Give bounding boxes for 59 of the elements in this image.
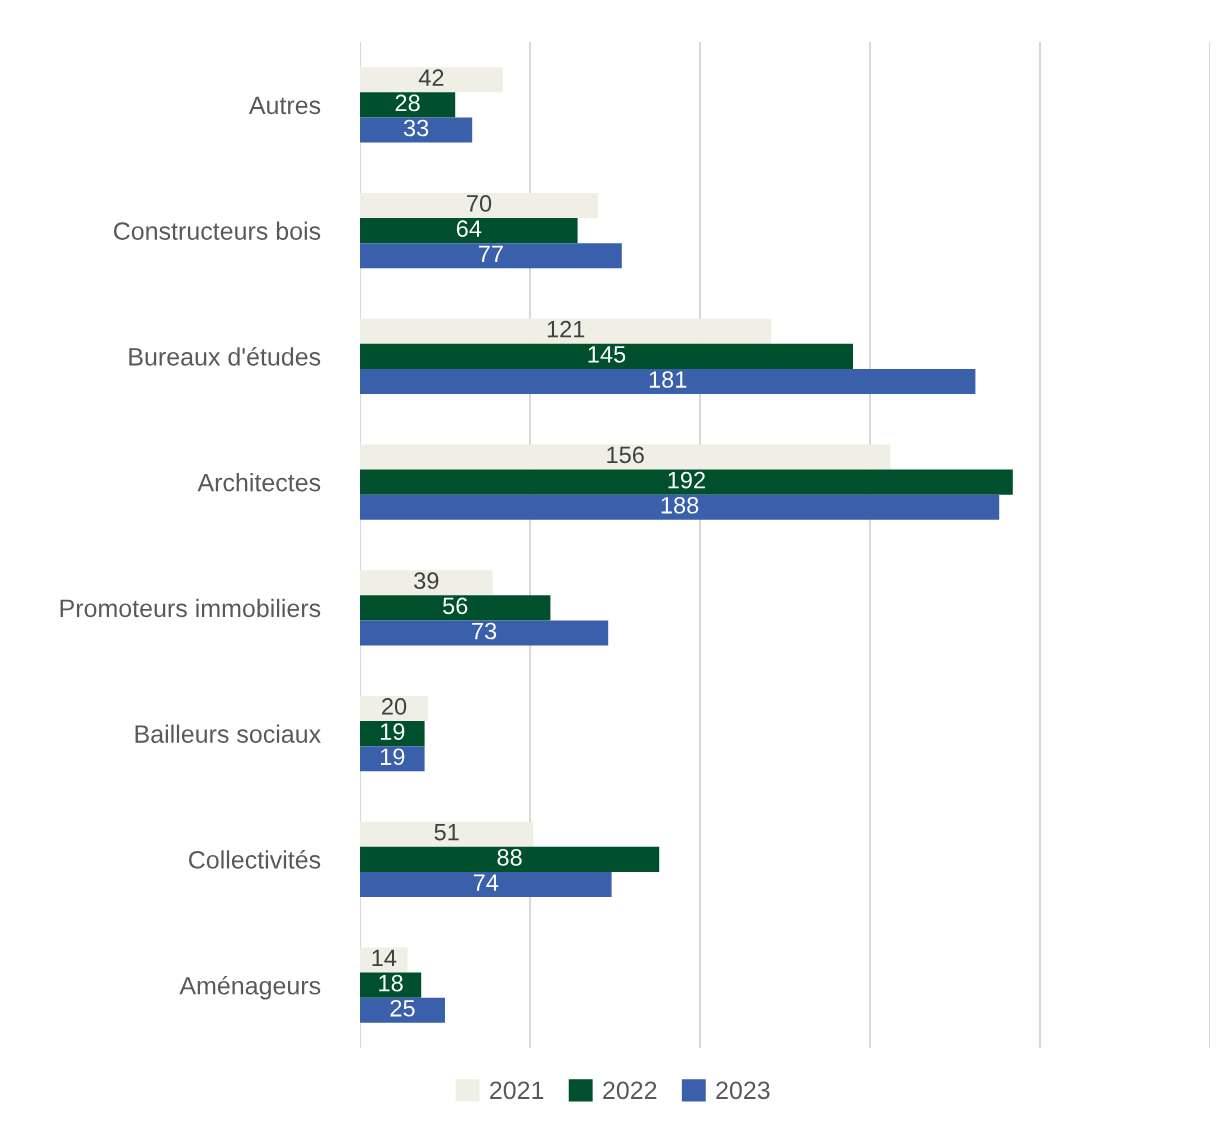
y-tick-label: Bailleurs sociaux <box>135 724 321 743</box>
y-tick-label: Bureaux d'études <box>129 347 321 366</box>
bar <box>360 746 425 772</box>
data-label: 19 <box>380 748 405 766</box>
data-label: 73 <box>472 622 497 640</box>
data-label: 19 <box>380 723 405 740</box>
legend-label: 2022 <box>603 1081 657 1100</box>
y-tick-label: Collectivités <box>189 850 321 869</box>
bar <box>360 67 503 93</box>
bar <box>360 997 445 1023</box>
bar <box>360 117 473 143</box>
data-label: 33 <box>403 119 429 137</box>
bar <box>360 595 551 621</box>
data-label: 64 <box>456 220 482 237</box>
data-label: 39 <box>414 572 439 590</box>
data-label: 14 <box>372 949 397 967</box>
bar <box>360 721 425 747</box>
bar <box>360 947 408 973</box>
data-label: 20 <box>382 698 407 715</box>
y-tick-label: Architectes <box>197 473 321 492</box>
bar <box>360 570 493 596</box>
data-label: 56 <box>443 597 468 615</box>
bar <box>360 620 609 646</box>
data-label: 192 <box>668 471 705 489</box>
y-tick-label: Aménageurs <box>179 975 321 1000</box>
data-label: 25 <box>390 999 415 1017</box>
legend-label: 2023 <box>716 1081 770 1100</box>
y-tick-label: Autres <box>248 96 321 115</box>
data-label: 51 <box>434 824 459 841</box>
bar <box>360 494 1000 520</box>
data-label: 18 <box>379 974 403 992</box>
bar <box>360 444 891 470</box>
data-label: 74 <box>473 874 499 891</box>
data-label: 77 <box>478 245 503 262</box>
bar <box>360 846 660 872</box>
bar <box>360 343 853 369</box>
bar <box>360 92 456 118</box>
bar <box>360 368 976 395</box>
legend-label: 2021 <box>490 1081 544 1100</box>
data-label: 121 <box>547 320 585 338</box>
bar <box>360 318 772 344</box>
bar <box>360 972 422 998</box>
data-label: 188 <box>661 496 699 514</box>
bar <box>360 192 598 219</box>
bar <box>360 218 578 244</box>
bar <box>360 469 1013 495</box>
data-label: 145 <box>588 346 626 363</box>
data-label: 181 <box>649 371 687 388</box>
data-label: 28 <box>395 94 420 112</box>
data-label: 70 <box>467 195 492 212</box>
data-label: 42 <box>418 69 444 86</box>
bar <box>360 821 534 847</box>
y-tick-label: Promoteurs immobiliers <box>60 598 321 618</box>
data-label: 88 <box>497 848 522 866</box>
bar <box>360 695 428 722</box>
bar <box>360 243 622 269</box>
y-tick-label: Constructeurs bois <box>113 221 321 240</box>
data-label: 156 <box>607 446 644 464</box>
bar <box>360 871 612 898</box>
